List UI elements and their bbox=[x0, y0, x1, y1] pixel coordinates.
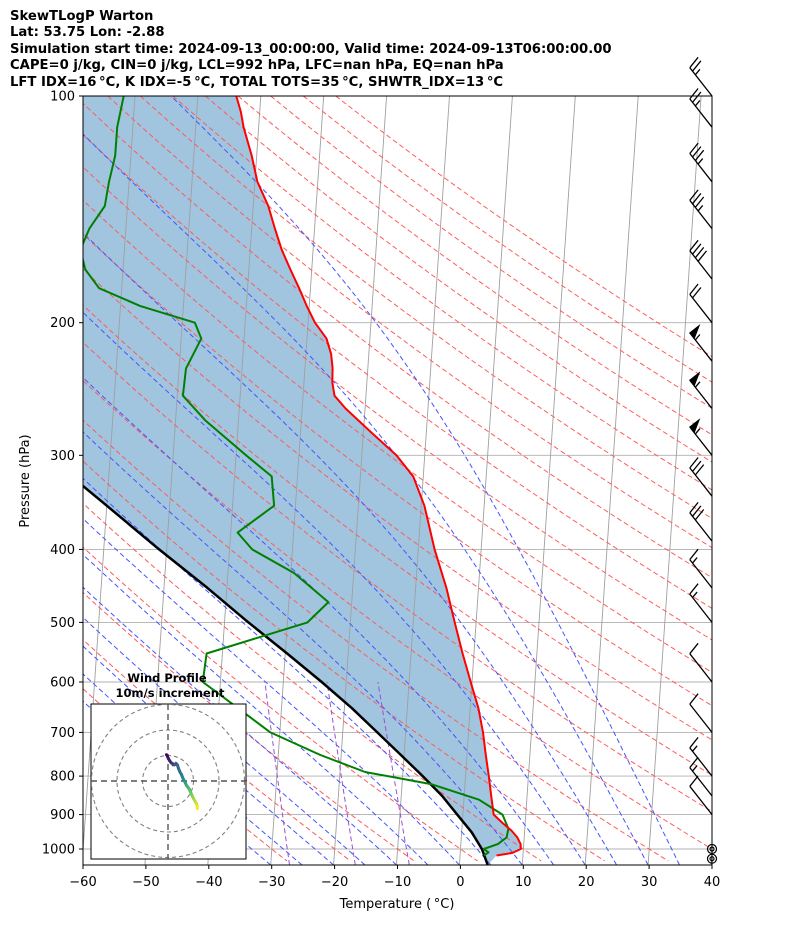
moist-adiabat bbox=[83, 431, 523, 865]
y-tick-label: 1000 bbox=[42, 843, 75, 858]
moist-adiabat bbox=[83, 133, 649, 865]
y-axis-ticks: 1000 900 800 700 600 500 400 300 200 100 bbox=[42, 90, 83, 858]
index-line: LFT IDX=16 °C, K IDX=-5 °C, TOTAL TOTS=3… bbox=[10, 74, 504, 90]
wind-barb bbox=[689, 693, 713, 733]
y-tick-label: 700 bbox=[50, 726, 75, 741]
dry-adiabat bbox=[83, 166, 712, 641]
wind-barb bbox=[689, 548, 713, 589]
isotherm bbox=[647, 96, 702, 865]
mixing-ratio-line bbox=[377, 681, 410, 865]
wind-barb bbox=[689, 239, 713, 280]
wind-barb bbox=[689, 583, 713, 623]
x-axis-ticks: −60 −50 −40 −30 −20 −10 0 10 20 30 40 bbox=[69, 865, 720, 890]
mixing-ratio-line bbox=[264, 681, 290, 865]
cape-cin-shading bbox=[83, 96, 521, 865]
inset-subtitle: 10m/s increment bbox=[116, 686, 225, 700]
dry-adiabat bbox=[83, 419, 669, 862]
dry-adiabat bbox=[140, 96, 712, 520]
x-tick-label: −20 bbox=[321, 875, 348, 890]
wind-barb bbox=[689, 457, 713, 497]
y-tick-label: 400 bbox=[50, 543, 75, 558]
x-tick-label: −50 bbox=[132, 875, 159, 890]
x-tick-label: −40 bbox=[195, 875, 222, 890]
dry-adiabat bbox=[83, 134, 712, 609]
y-tick-label: 200 bbox=[50, 316, 75, 331]
x-tick-label: 0 bbox=[456, 875, 464, 890]
sounding-profiles bbox=[83, 96, 522, 865]
cape-line: CAPE=0 j/kg, CIN=0 j/kg, LCL=992 hPa, LF… bbox=[10, 58, 504, 74]
wind-barb bbox=[689, 418, 713, 456]
moist-adiabat bbox=[83, 518, 460, 865]
moist-adiabat bbox=[83, 232, 618, 865]
isotherm bbox=[0, 96, 9, 865]
y-tick-label: 300 bbox=[50, 449, 75, 464]
dry-adiabat bbox=[83, 591, 415, 862]
x-tick-label: −10 bbox=[384, 875, 411, 890]
dry-adiabat bbox=[270, 96, 712, 409]
cape-cin-shading-group bbox=[83, 96, 521, 865]
inset-title: Wind Profile bbox=[127, 671, 207, 685]
wind-profile-inset: Wind Profile 10m/s increment bbox=[90, 671, 247, 860]
chart-header: SkewTLogP Warton Lat: 53.75 Lon: -2.88 S… bbox=[10, 9, 790, 91]
y-tick-label: 600 bbox=[50, 676, 75, 691]
x-tick-label: 20 bbox=[578, 875, 595, 890]
dry-adiabat bbox=[107, 96, 712, 549]
wind-barb bbox=[689, 88, 713, 128]
wind-barb bbox=[689, 642, 713, 683]
dry-adiabat bbox=[83, 268, 712, 741]
dry-adiabat bbox=[83, 460, 606, 862]
y-tick-label: 800 bbox=[50, 770, 75, 785]
temperature-profile-line bbox=[235, 96, 522, 857]
dry-adiabat bbox=[83, 233, 712, 707]
mixing-ratio-line bbox=[326, 681, 356, 865]
y-tick-label: 500 bbox=[50, 616, 75, 631]
isotherm bbox=[710, 843, 712, 865]
dry-adiabat bbox=[83, 546, 478, 862]
wind-barb bbox=[689, 56, 713, 97]
wind-barb bbox=[689, 501, 713, 542]
wind-barb bbox=[689, 323, 713, 362]
dewpoint-profile-line bbox=[83, 96, 510, 857]
x-tick-label: −60 bbox=[69, 875, 96, 890]
mixing-ratio-lines bbox=[264, 681, 410, 865]
moist-adiabat bbox=[170, 96, 680, 865]
wind-barb bbox=[689, 756, 713, 797]
wind-barb bbox=[689, 189, 713, 230]
dry-adiabat-lines bbox=[83, 96, 712, 862]
x-tick-label: 10 bbox=[515, 875, 532, 890]
dry-adiabat bbox=[83, 341, 712, 813]
dry-adiabat bbox=[205, 96, 712, 463]
x-tick-label: 30 bbox=[641, 875, 658, 890]
chart-title: SkewTLogP Warton bbox=[10, 9, 154, 24]
isotherm bbox=[396, 96, 450, 865]
parcel-profile-line bbox=[83, 484, 489, 865]
y-tick-label: 100 bbox=[50, 90, 75, 105]
location-line: Lat: 53.75 Lon: -2.88 bbox=[10, 25, 165, 41]
wind-barb bbox=[689, 283, 713, 324]
wind-barbs bbox=[689, 56, 718, 864]
wind-barb bbox=[689, 371, 713, 409]
wind-barb bbox=[689, 142, 713, 183]
isotherm bbox=[333, 96, 388, 865]
x-tick-label: 40 bbox=[704, 875, 721, 890]
y-axis-label: Pressure (hPa) bbox=[18, 434, 33, 527]
x-axis-label: Temperature ( °C) bbox=[339, 897, 455, 912]
moist-adiabat bbox=[83, 376, 555, 865]
time-line: Simulation start time: 2024-09-13_00:00:… bbox=[10, 41, 612, 57]
moist-adiabat bbox=[83, 586, 397, 865]
y-tick-label: 900 bbox=[50, 808, 75, 823]
isotherm bbox=[458, 96, 513, 865]
moist-adiabat bbox=[83, 311, 586, 865]
isotherm bbox=[584, 96, 639, 865]
x-tick-label: −30 bbox=[258, 875, 285, 890]
wind-barb bbox=[689, 736, 713, 777]
moist-adiabat bbox=[83, 645, 334, 865]
isotherm bbox=[521, 96, 576, 865]
dry-adiabat bbox=[302, 96, 712, 383]
moist-adiabat bbox=[83, 616, 366, 865]
wind-barb bbox=[689, 775, 713, 816]
dry-adiabat bbox=[83, 199, 712, 673]
